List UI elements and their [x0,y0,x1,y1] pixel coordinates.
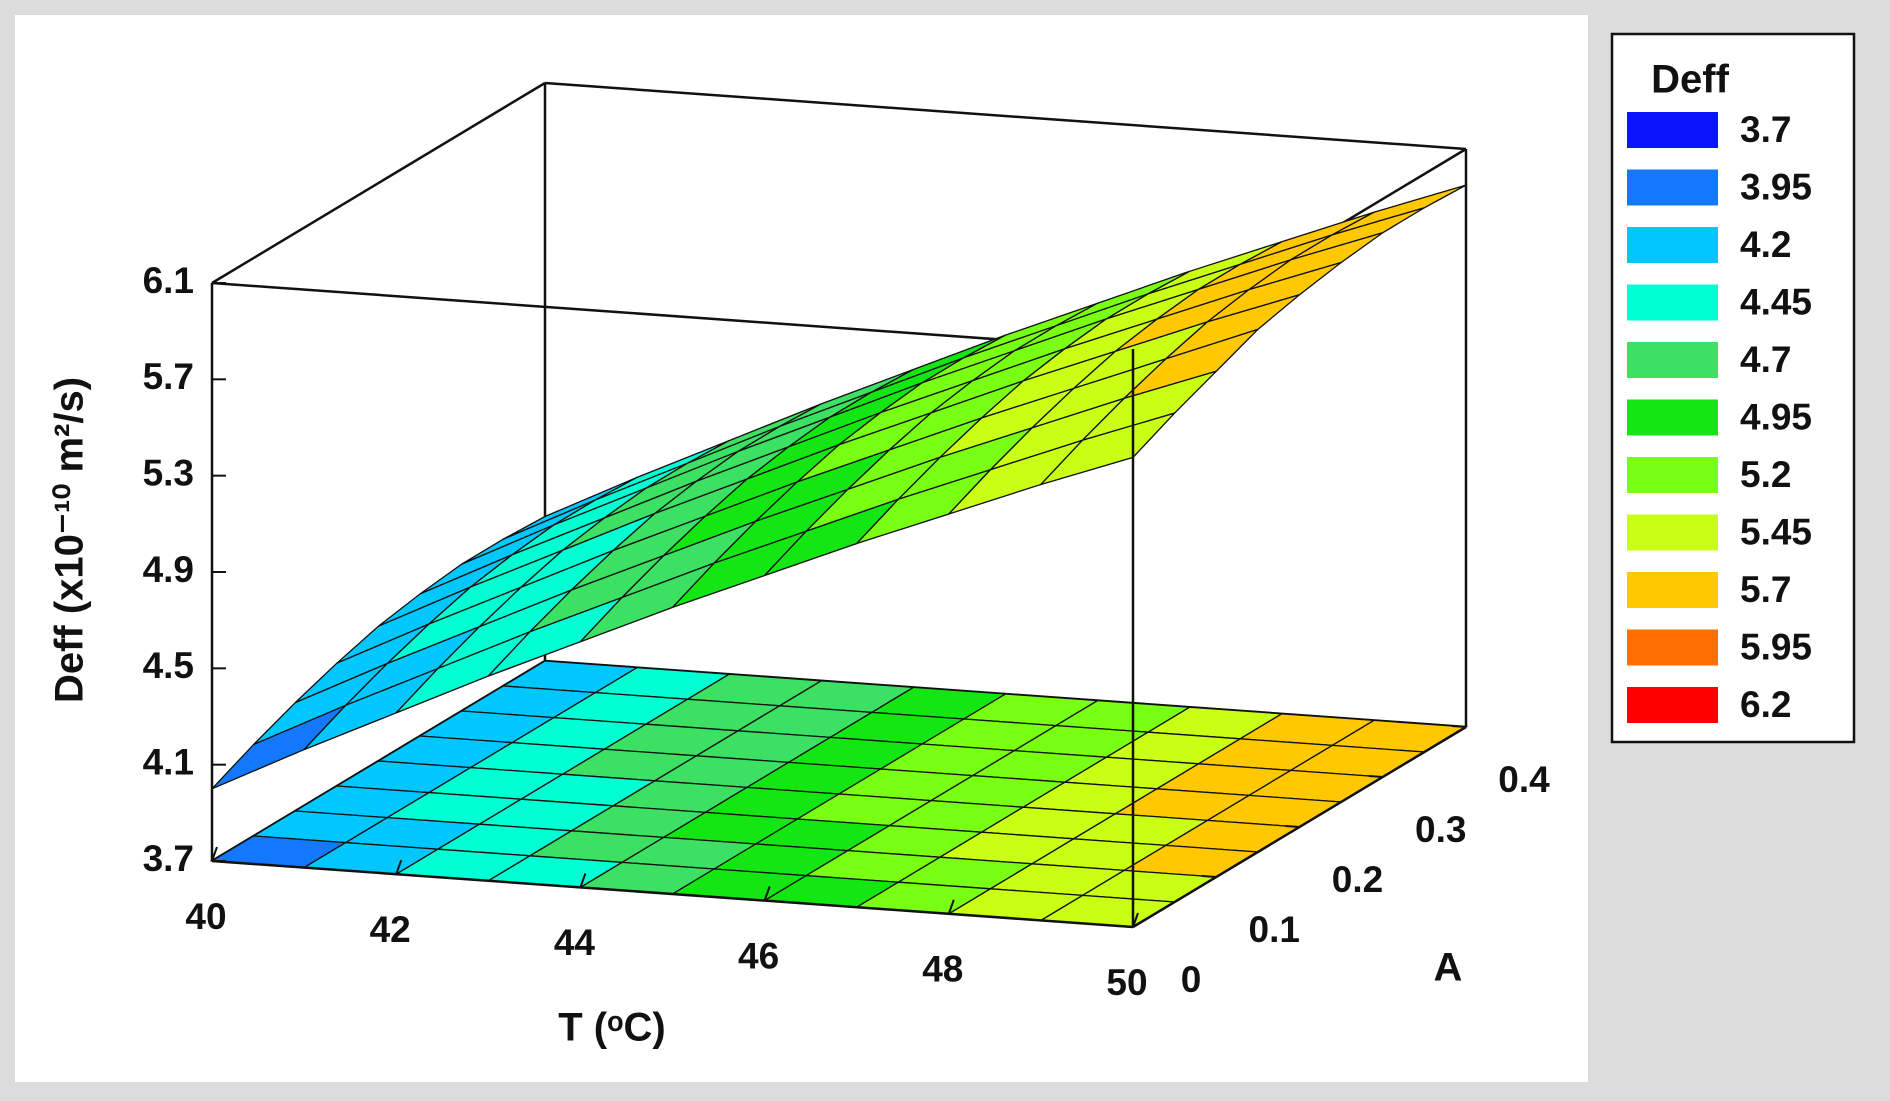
legend-label: 4.2 [1740,224,1791,265]
legend-swatch [1627,227,1718,263]
z-tick-label: 6.1 [143,260,194,301]
y-tick-label: 0.2 [1332,859,1383,900]
y-tick-label: 0.3 [1415,809,1466,850]
legend-label: 4.45 [1740,281,1812,322]
z-tick-label: 4.1 [143,741,194,782]
legend-swatch [1627,457,1718,493]
box-edge [211,81,546,285]
y-tick [1451,725,1467,728]
y-tick-label: 0.1 [1249,909,1300,950]
legend-swatch [1627,514,1718,551]
x-tick-label: 50 [1106,962,1147,1003]
legend-label: 5.95 [1740,626,1812,667]
y-tick [1202,875,1217,878]
x-tick [1132,912,1139,928]
z-tick-label: 5.3 [143,452,194,493]
legend-box [1610,32,1856,744]
x-tick [395,859,403,875]
legend-swatch [1627,284,1718,321]
x-tick [947,899,955,915]
x-tick [763,886,771,901]
legend-label: 3.7 [1740,109,1791,150]
legend-label: 5.7 [1740,569,1791,610]
y-tick [1368,775,1383,778]
box-edge [211,281,1134,351]
x-tick-label: 40 [185,896,226,937]
box-edge [544,81,1467,151]
z-axis-title: Deff (x10⁻¹⁰ m²/s) [48,377,92,703]
legend-label: 5.45 [1740,511,1812,552]
legend-label: 3.95 [1740,166,1812,207]
y-tick-label: 0 [1181,959,1202,1000]
x-tick [579,873,587,888]
x-tick-label: 42 [370,909,411,950]
legend-label: 5.2 [1740,454,1791,495]
box-edge [211,859,1134,929]
y-axis-title: A [1434,946,1463,990]
legend-swatch [1627,399,1718,436]
z-tick-label: 5.7 [143,356,194,397]
z-tick-label: 3.7 [143,838,194,879]
legend-label: 4.7 [1740,339,1791,380]
x-tick-label: 46 [738,935,779,976]
legend-swatch [1627,572,1718,608]
legend-swatch [1627,169,1718,206]
x-tick-label: 44 [554,922,596,963]
x-tick [211,846,218,862]
y-tick [1118,925,1134,928]
x-axis-title: T (ᵒC) [558,1006,665,1050]
z-tick-label: 4.5 [143,645,194,686]
legend-swatch [1627,112,1718,148]
legend-swatch [1627,342,1718,378]
y-tick [1285,825,1300,828]
x-tick-label: 48 [922,949,963,990]
legend-swatch [1627,687,1718,723]
legend-title: Deff [1651,58,1729,102]
surface-cell [1038,411,1177,486]
legend-label: 6.2 [1740,684,1791,725]
legend-label: 4.95 [1740,396,1812,437]
legend-swatch [1627,629,1718,666]
z-tick-label: 4.9 [143,549,194,590]
y-tick-label: 0.4 [1498,759,1550,800]
